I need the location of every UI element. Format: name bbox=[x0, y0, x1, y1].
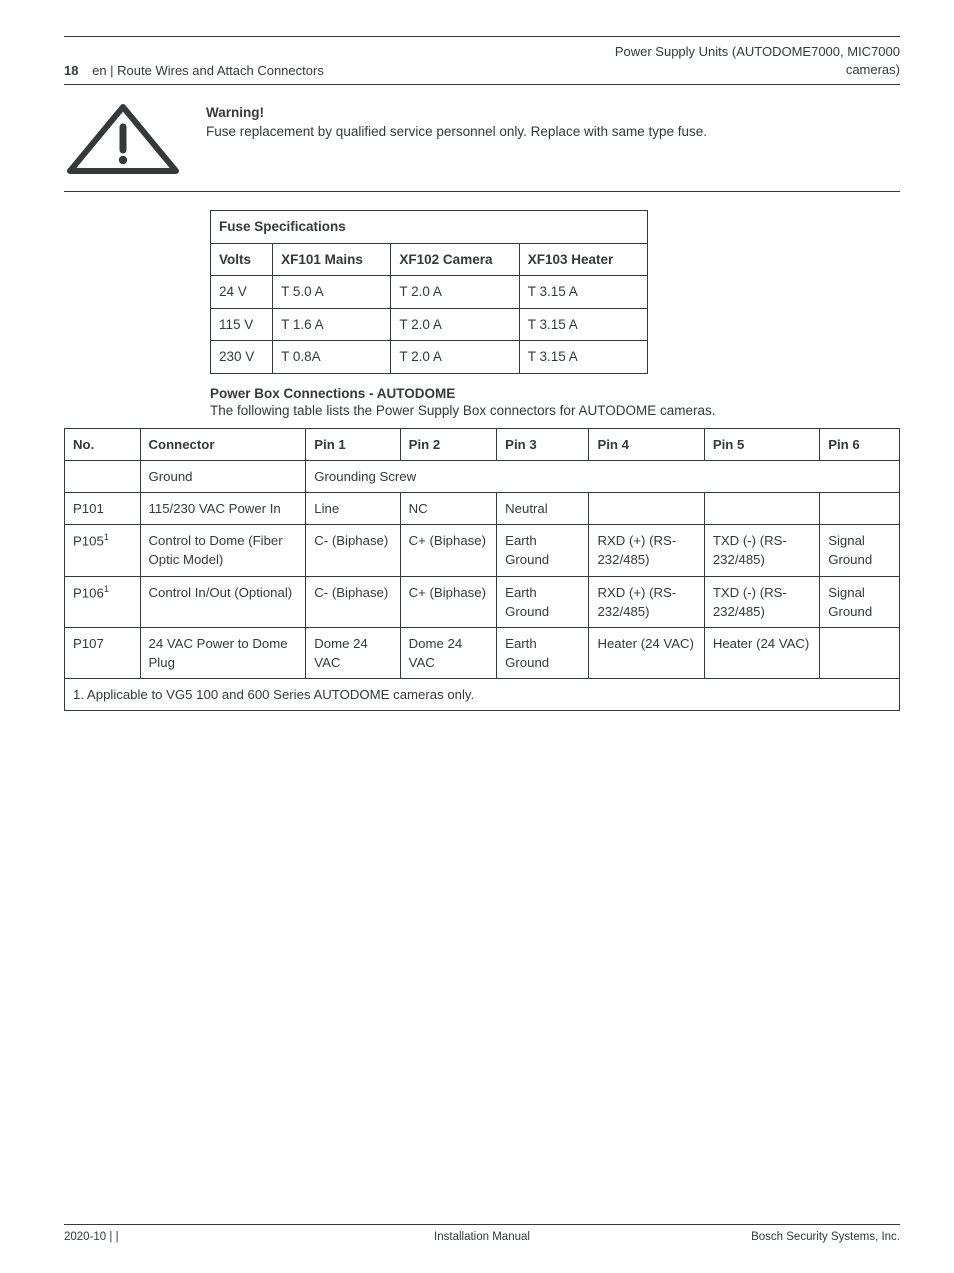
table-cell: Grounding Screw bbox=[306, 461, 900, 493]
fuse-header-cell: XF102 Camera bbox=[391, 243, 519, 276]
table-cell: T 3.15 A bbox=[519, 308, 647, 341]
table-cell: Neutral bbox=[497, 493, 589, 525]
powerbox-intro: The following table lists the Power Supp… bbox=[210, 403, 900, 418]
table-cell: Heater (24 VAC) bbox=[704, 627, 819, 678]
table-cell: RXD (+) (RS-232/485) bbox=[589, 576, 704, 627]
table-cell: 24 V bbox=[211, 276, 273, 309]
conn-header-cell: Pin 4 bbox=[589, 428, 704, 460]
warning-block: Warning! Fuse replacement by qualified s… bbox=[64, 103, 900, 177]
table-row: 24 VT 5.0 AT 2.0 AT 3.15 A bbox=[211, 276, 648, 309]
table-cell: Heater (24 VAC) bbox=[589, 627, 704, 678]
table-cell: T 2.0 A bbox=[391, 276, 519, 309]
footer-left: 2020-10 | | bbox=[64, 1231, 343, 1243]
conn-header-cell: Pin 5 bbox=[704, 428, 819, 460]
table-cell bbox=[589, 493, 704, 525]
rule-top bbox=[64, 36, 900, 37]
table-cell: NC bbox=[400, 493, 497, 525]
table-cell: P1051 bbox=[65, 525, 141, 576]
fuse-spec-table: Fuse Specifications VoltsXF101 MainsXF10… bbox=[210, 210, 648, 374]
warning-body: Fuse replacement by qualified service pe… bbox=[206, 124, 707, 139]
table-row: 115 VT 1.6 AT 2.0 AT 3.15 A bbox=[211, 308, 648, 341]
conn-header-cell: Pin 2 bbox=[400, 428, 497, 460]
table-footnote: 1. Applicable to VG5 100 and 600 Series … bbox=[65, 679, 900, 711]
fuse-caption: Fuse Specifications bbox=[211, 211, 648, 244]
table-cell bbox=[704, 493, 819, 525]
table-cell: T 5.0 A bbox=[273, 276, 391, 309]
table-cell: 24 VAC Power to Dome Plug bbox=[140, 627, 306, 678]
table-cell bbox=[820, 493, 900, 525]
table-cell: Dome 24 VAC bbox=[400, 627, 497, 678]
table-cell: 230 V bbox=[211, 341, 273, 374]
table-row: GroundGrounding Screw bbox=[65, 461, 900, 493]
table-cell: Control In/Out (Optional) bbox=[140, 576, 306, 627]
table-cell bbox=[65, 461, 141, 493]
conn-header-cell: Pin 3 bbox=[497, 428, 589, 460]
conn-header-cell: Connector bbox=[140, 428, 306, 460]
fuse-header-cell: XF101 Mains bbox=[273, 243, 391, 276]
table-row: P10724 VAC Power to Dome PlugDome 24 VAC… bbox=[65, 627, 900, 678]
table-cell: Earth Ground bbox=[497, 576, 589, 627]
table-cell: RXD (+) (RS-232/485) bbox=[589, 525, 704, 576]
rule-footer bbox=[64, 1224, 900, 1225]
conn-header-cell: Pin 1 bbox=[306, 428, 400, 460]
page-footer: 2020-10 | | Installation Manual Bosch Se… bbox=[64, 1224, 900, 1243]
conn-header-cell: No. bbox=[65, 428, 141, 460]
footer-right: Bosch Security Systems, Inc. bbox=[621, 1231, 900, 1243]
connection-table: No.ConnectorPin 1Pin 2Pin 3Pin 4Pin 5Pin… bbox=[64, 428, 900, 711]
fuse-header-cell: Volts bbox=[211, 243, 273, 276]
warning-text: Warning! Fuse replacement by qualified s… bbox=[206, 103, 707, 139]
rule-after-warning bbox=[64, 191, 900, 192]
table-cell: T 0.8A bbox=[273, 341, 391, 374]
page-header: 18 en | Route Wires and Attach Connector… bbox=[64, 43, 900, 78]
table-cell: C- (Biphase) bbox=[306, 525, 400, 576]
table-cell: Earth Ground bbox=[497, 525, 589, 576]
table-cell: TXD (-) (RS-232/485) bbox=[704, 525, 819, 576]
warning-icon bbox=[64, 103, 182, 177]
table-row: P1051Control to Dome (Fiber Optic Model)… bbox=[65, 525, 900, 576]
header-left: 18 en | Route Wires and Attach Connector… bbox=[64, 63, 324, 78]
table-cell: C+ (Biphase) bbox=[400, 576, 497, 627]
table-cell: T 3.15 A bbox=[519, 341, 647, 374]
table-cell: 115/230 VAC Power In bbox=[140, 493, 306, 525]
breadcrumb: en | Route Wires and Attach Connectors bbox=[92, 63, 324, 78]
table-cell: Signal Ground bbox=[820, 525, 900, 576]
table-row: 1. Applicable to VG5 100 and 600 Series … bbox=[65, 679, 900, 711]
fuse-header-cell: XF103 Heater bbox=[519, 243, 647, 276]
table-row: 230 VT 0.8AT 2.0 AT 3.15 A bbox=[211, 341, 648, 374]
footer-center: Installation Manual bbox=[343, 1231, 622, 1243]
table-cell: TXD (-) (RS-232/485) bbox=[704, 576, 819, 627]
table-cell bbox=[820, 627, 900, 678]
table-cell: T 2.0 A bbox=[391, 308, 519, 341]
header-right: Power Supply Units (AUTODOME7000, MIC700… bbox=[615, 43, 900, 78]
table-cell: 115 V bbox=[211, 308, 273, 341]
table-cell: C+ (Biphase) bbox=[400, 525, 497, 576]
table-cell: Earth Ground bbox=[497, 627, 589, 678]
page-number: 18 bbox=[64, 63, 78, 78]
doc-title-line2: cameras) bbox=[615, 61, 900, 79]
table-row: P1061Control In/Out (Optional)C- (Biphas… bbox=[65, 576, 900, 627]
table-cell: Ground bbox=[140, 461, 306, 493]
table-cell: Control to Dome (Fiber Optic Model) bbox=[140, 525, 306, 576]
table-cell: P101 bbox=[65, 493, 141, 525]
table-cell: Dome 24 VAC bbox=[306, 627, 400, 678]
warning-title: Warning! bbox=[206, 105, 707, 120]
table-cell: Signal Ground bbox=[820, 576, 900, 627]
table-cell: P1061 bbox=[65, 576, 141, 627]
table-row: P101115/230 VAC Power InLineNCNeutral bbox=[65, 493, 900, 525]
table-cell: T 1.6 A bbox=[273, 308, 391, 341]
table-cell: Line bbox=[306, 493, 400, 525]
doc-title-line1: Power Supply Units (AUTODOME7000, MIC700… bbox=[615, 43, 900, 61]
table-cell: C- (Biphase) bbox=[306, 576, 400, 627]
conn-header-cell: Pin 6 bbox=[820, 428, 900, 460]
table-cell: T 2.0 A bbox=[391, 341, 519, 374]
powerbox-heading: Power Box Connections - AUTODOME bbox=[210, 386, 900, 401]
table-cell: T 3.15 A bbox=[519, 276, 647, 309]
table-cell: P107 bbox=[65, 627, 141, 678]
rule-under-header bbox=[64, 84, 900, 85]
